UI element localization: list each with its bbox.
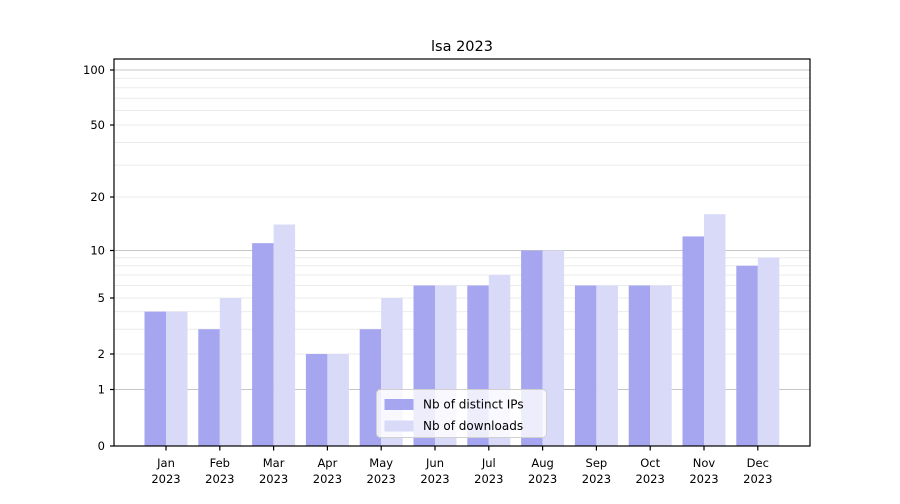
- bar-distinct-ips-sep-2023: [574, 285, 597, 446]
- x-tick-label-month-aug: Aug: [531, 456, 553, 470]
- x-tick-label-month-mar: Mar: [263, 456, 285, 470]
- bar-downloads-mar-2023: [273, 224, 296, 446]
- legend-swatch-distinct-ips: [384, 399, 414, 410]
- x-axis-ticks: Jan 2023 Feb 2023 Mar 2023 Apr 2023 May 2023 Jun 20…: [151, 446, 772, 486]
- y-tick-label-2: 2: [98, 347, 105, 361]
- plot-frame: [113, 58, 811, 447]
- bar-downloads-feb-2023: [219, 298, 242, 446]
- bar-distinct-ips-feb-2023: [198, 329, 220, 446]
- x-tick-label-year-nov: 2023: [689, 472, 718, 486]
- legend: Nb of distinct IPs Nb of downloads: [376, 389, 547, 438]
- legend-label-distinct-ips: Nb of distinct IPs: [423, 398, 524, 412]
- chart-title: lsa 2023: [431, 39, 493, 55]
- x-tick-label-year-feb: 2023: [205, 472, 234, 486]
- y-tick-label-20: 20: [90, 190, 105, 204]
- legend-swatch-downloads: [384, 420, 414, 432]
- bar-distinct-ips-dec-2023: [736, 265, 758, 446]
- x-tick-label-month-jun: Jun: [425, 456, 444, 470]
- legend-box: [376, 389, 547, 438]
- bar-downloads-sep-2023: [596, 285, 618, 446]
- bar-distinct-ips-nov-2023: [682, 236, 704, 446]
- y-tick-label-10: 10: [90, 244, 105, 258]
- x-tick-label-month-jul: Jul: [481, 456, 496, 470]
- x-tick-label-month-oct: Oct: [640, 456, 660, 470]
- bar-distinct-ips-mar-2023: [252, 243, 274, 446]
- x-tick-label-year-apr: 2023: [313, 472, 342, 486]
- bar-downloads-dec-2023: [757, 257, 780, 446]
- bar-downloads-oct-2023: [650, 285, 672, 446]
- x-tick-label-month-jan: Jan: [156, 456, 175, 470]
- y-tick-label-1: 1: [98, 383, 105, 397]
- y-tick-label-0: 0: [98, 439, 105, 453]
- x-tick-label-year-mar: 2023: [259, 472, 288, 486]
- y-tick-label-5: 5: [98, 291, 105, 305]
- bar-distinct-ips-jan-2023: [144, 311, 166, 446]
- x-tick-label-month-apr: Apr: [317, 456, 337, 470]
- bar-downloads-jan-2023: [166, 311, 188, 446]
- legend-label-downloads: Nb of downloads: [423, 419, 523, 433]
- x-tick-label-month-may: May: [369, 456, 393, 470]
- bar-downloads-nov-2023: [704, 214, 726, 446]
- x-tick-label-year-may: 2023: [367, 472, 396, 486]
- bar-downloads-aug-2023: [542, 250, 565, 446]
- x-tick-label-year-jul: 2023: [474, 472, 503, 486]
- x-tick-label-year-aug: 2023: [528, 472, 557, 486]
- x-tick-label-month-sep: Sep: [586, 456, 608, 470]
- x-tick-label-year-oct: 2023: [636, 472, 665, 486]
- x-tick-label-year-dec: 2023: [743, 472, 772, 486]
- bar-distinct-ips-may-2023: [359, 329, 382, 446]
- x-tick-label-month-feb: Feb: [210, 456, 230, 470]
- y-tick-label-100: 100: [83, 63, 105, 77]
- bar-distinct-ips-apr-2023: [305, 354, 328, 446]
- x-tick-label-year-jan: 2023: [151, 472, 180, 486]
- y-tick-label-50: 50: [90, 118, 105, 132]
- x-tick-label-year-jun: 2023: [420, 472, 449, 486]
- x-tick-label-month-nov: Nov: [693, 456, 716, 470]
- bar-downloads-apr-2023: [327, 354, 349, 446]
- bar-distinct-ips-oct-2023: [628, 285, 651, 446]
- x-tick-label-year-sep: 2023: [582, 472, 611, 486]
- x-tick-label-month-dec: Dec: [747, 456, 769, 470]
